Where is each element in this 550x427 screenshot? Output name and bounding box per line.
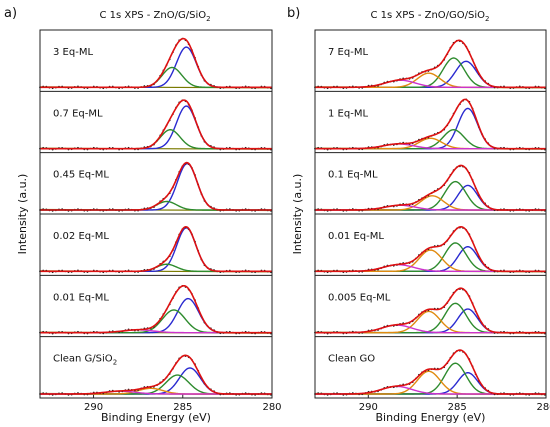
chart-title-text: C 1s XPS - ZnO/GO/SiO [371, 10, 486, 21]
sample-label-text: 0.1 Eq-ML [328, 170, 378, 181]
sample-label-text: 0.01 Eq-ML [53, 292, 109, 303]
spectrum-4: 0.01 Eq-ML [314, 225, 547, 274]
chart-title-subscript: 2 [485, 15, 489, 23]
sample-label: 0.7 Eq-ML [53, 108, 103, 119]
component-peak-c3 [315, 370, 546, 395]
component-peak-c1 [315, 184, 546, 211]
envelope-fit [40, 161, 272, 211]
sample-label-text: 7 Eq-ML [328, 47, 368, 58]
component-peak-c3 [315, 310, 546, 334]
y-axis-label: Intensity (a.u.) [291, 174, 304, 255]
sample-label: 0.02 Eq-ML [53, 231, 109, 242]
component-peak-c1 [315, 372, 546, 395]
envelope-fit [315, 164, 546, 211]
component-peak-c2 [40, 129, 272, 150]
sample-label: Clean G/SiO2 [53, 354, 117, 367]
chart-title: C 1s XPS - ZnO/GO/SiO2 [371, 10, 490, 23]
panel-label-text: a) [4, 6, 17, 21]
envelope-fit [40, 285, 272, 334]
envelope-fit [315, 287, 546, 334]
sample-label-text: 3 Eq-ML [53, 47, 93, 58]
sample-label: 0.01 Eq-ML [328, 231, 384, 242]
x-axis-label: Binding Energy (eV) [376, 411, 486, 424]
envelope-fit [40, 37, 272, 89]
chart-panel-b: b) C 1s XPS - ZnO/GO/SiO2 Intensity (a.u.)… [287, 6, 550, 424]
panel-label: b) [287, 6, 300, 21]
sample-label-text: 0.45 Eq-ML [53, 170, 109, 181]
sample-label-text: 0.02 Eq-ML [53, 231, 109, 242]
panel-label-text: b) [287, 6, 300, 21]
plot-frame [39, 29, 273, 399]
spectrum-3: 0.1 Eq-ML [314, 164, 547, 212]
component-peak-c2 [40, 309, 272, 334]
component-peak-c1 [315, 308, 546, 334]
sample-label: 3 Eq-ML [53, 47, 93, 58]
component-peak-c2 [40, 66, 272, 89]
sample-label: Clean GO [328, 354, 375, 365]
envelope-fit [40, 354, 272, 395]
sample-label-text: 0.01 Eq-ML [328, 231, 384, 242]
chart-title-subscript: 2 [206, 15, 210, 23]
component-peak-c2 [315, 302, 546, 334]
sample-label-subscript: 2 [113, 359, 117, 367]
spectrum-6: Clean G/SiO2 [39, 354, 273, 396]
plot-frame [314, 29, 547, 399]
envelope-fit [315, 349, 546, 395]
sample-label-text: 0.7 Eq-ML [53, 108, 103, 119]
x-tick-label: 285 [448, 402, 467, 413]
sample-label: 0.01 Eq-ML [53, 292, 109, 303]
envelope-fit [315, 225, 546, 273]
spectrum-5: 0.005 Eq-ML [314, 287, 547, 335]
x-tick-label: 285 [173, 402, 192, 413]
y-axis-label: Intensity (a.u.) [16, 174, 29, 255]
spectrum-6: Clean GO [314, 349, 547, 396]
envelope-fit [315, 98, 546, 150]
x-tick-label: 290 [359, 402, 378, 413]
envelope-fit [40, 225, 272, 273]
component-peak-c1 [315, 60, 546, 89]
spectrum-3: 0.45 Eq-ML [39, 161, 273, 212]
sample-label: 0.005 Eq-ML [328, 292, 391, 303]
component-peak-c2 [315, 129, 546, 150]
chart-title: C 1s XPS - ZnO/G/SiO2 [99, 10, 210, 23]
component-peak-c3 [315, 249, 546, 273]
x-tick-label: 280 [536, 402, 550, 413]
spectrum-2: 1 Eq-ML [314, 98, 547, 151]
sample-label: 1 Eq-ML [328, 108, 368, 119]
spectrum-5: 0.01 Eq-ML [39, 285, 273, 335]
panel-label: a) [4, 6, 17, 21]
spectrum-2: 0.7 Eq-ML [39, 99, 273, 151]
x-tick-label: 280 [262, 402, 281, 413]
spectrum-1: 3 Eq-ML [39, 37, 273, 90]
sample-label: 0.1 Eq-ML [328, 170, 378, 181]
sample-label-text: 0.005 Eq-ML [328, 292, 391, 303]
envelope-fit [40, 99, 272, 150]
x-tick-label: 290 [84, 402, 103, 413]
spectrum-1: 7 Eq-ML [314, 39, 547, 90]
chart-title-text: C 1s XPS - ZnO/G/SiO [99, 10, 206, 21]
component-peak-c2 [315, 362, 546, 395]
sample-label-text: Clean GO [328, 354, 375, 365]
spectrum-4: 0.02 Eq-ML [39, 225, 273, 274]
component-peak-c1 [40, 297, 272, 334]
sample-label: 7 Eq-ML [328, 47, 368, 58]
sample-label-text: 1 Eq-ML [328, 108, 368, 119]
envelope-fit [315, 39, 546, 89]
x-axis-label: Binding Energy (eV) [101, 411, 211, 424]
sample-label: 0.45 Eq-ML [53, 170, 109, 181]
sample-label-text: Clean G/SiO [53, 354, 113, 365]
